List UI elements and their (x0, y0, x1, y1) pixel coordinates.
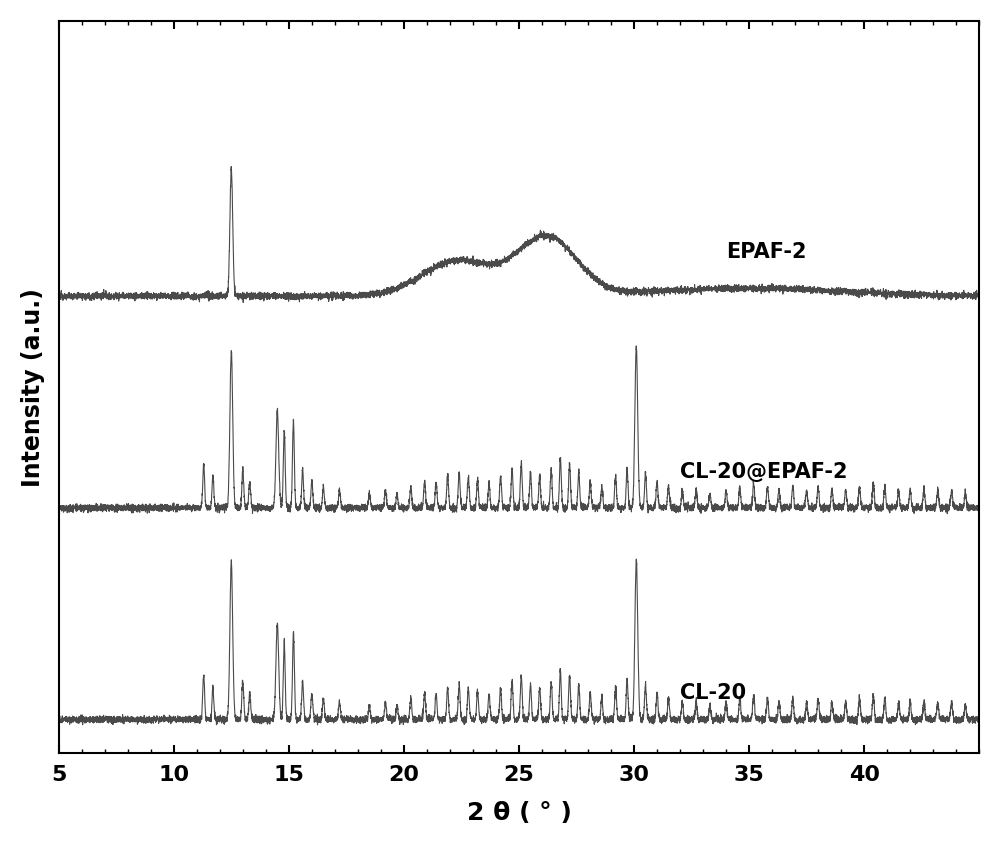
X-axis label: 2 θ ( ° ): 2 θ ( ° ) (467, 801, 571, 825)
Text: CL-20: CL-20 (680, 683, 746, 702)
Text: EPAF-2: EPAF-2 (726, 242, 807, 262)
Y-axis label: Intensity (a.u.): Intensity (a.u.) (21, 288, 45, 486)
Text: CL-20@EPAF-2: CL-20@EPAF-2 (680, 463, 848, 482)
